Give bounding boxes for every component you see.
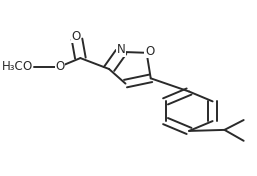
Text: N: N: [117, 43, 125, 56]
Text: O: O: [55, 60, 65, 73]
Text: O: O: [23, 60, 32, 73]
Text: H₃C: H₃C: [2, 60, 23, 73]
Text: O: O: [71, 30, 81, 43]
Text: O: O: [145, 45, 154, 58]
